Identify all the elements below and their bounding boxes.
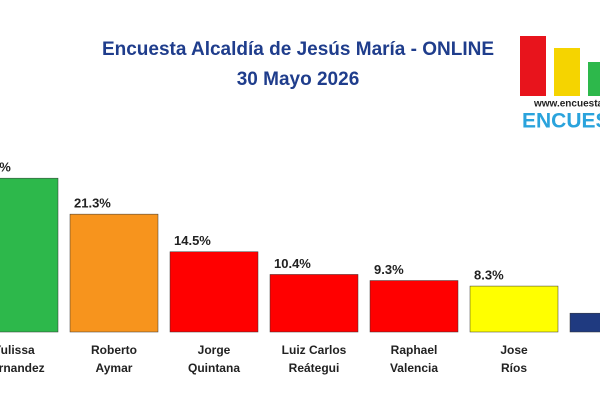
bar [269, 274, 359, 333]
x-tick-label: Roberto [91, 343, 137, 357]
logo-bar [588, 62, 600, 96]
logo-url: www.encuestas [533, 99, 600, 110]
x-tick-label: Ríos [501, 361, 527, 375]
value-label: 8.3% [474, 268, 504, 283]
logo-text: ENCUES [522, 110, 600, 133]
bar [69, 213, 159, 333]
value-label: 27.8% [0, 160, 11, 175]
x-tick-label: Valencia [390, 361, 438, 375]
bar [369, 280, 459, 333]
logo-bar [554, 48, 580, 96]
x-tick-label: Jorge [198, 343, 231, 357]
x-tick-label: Aymar [96, 361, 133, 375]
bar [169, 251, 259, 333]
x-tick-label: Hernandez [0, 361, 45, 375]
x-tick-label: Raphael [391, 343, 438, 357]
bar [469, 285, 559, 333]
value-label: 14.5% [174, 233, 211, 248]
value-label: 10.4% [274, 256, 311, 271]
x-tick-label: Reátegui [289, 361, 340, 375]
value-label: 21.3% [74, 196, 111, 211]
x-tick-label: Quintana [188, 361, 240, 375]
value-label: 9.3% [374, 262, 404, 277]
x-tick-label: Yulissa [0, 343, 35, 357]
x-tick-label: Luiz Carlos [282, 343, 347, 357]
logo: www.encuestas ENCUES [520, 36, 600, 133]
chart-title: Encuesta Alcaldía de Jesús María - ONLIN… [102, 39, 494, 60]
bar [569, 312, 600, 333]
chart-subtitle: 30 Mayo 2026 [237, 69, 360, 90]
x-tick-label: Jose [500, 343, 528, 357]
bar [0, 177, 59, 333]
logo-bar [520, 36, 546, 96]
